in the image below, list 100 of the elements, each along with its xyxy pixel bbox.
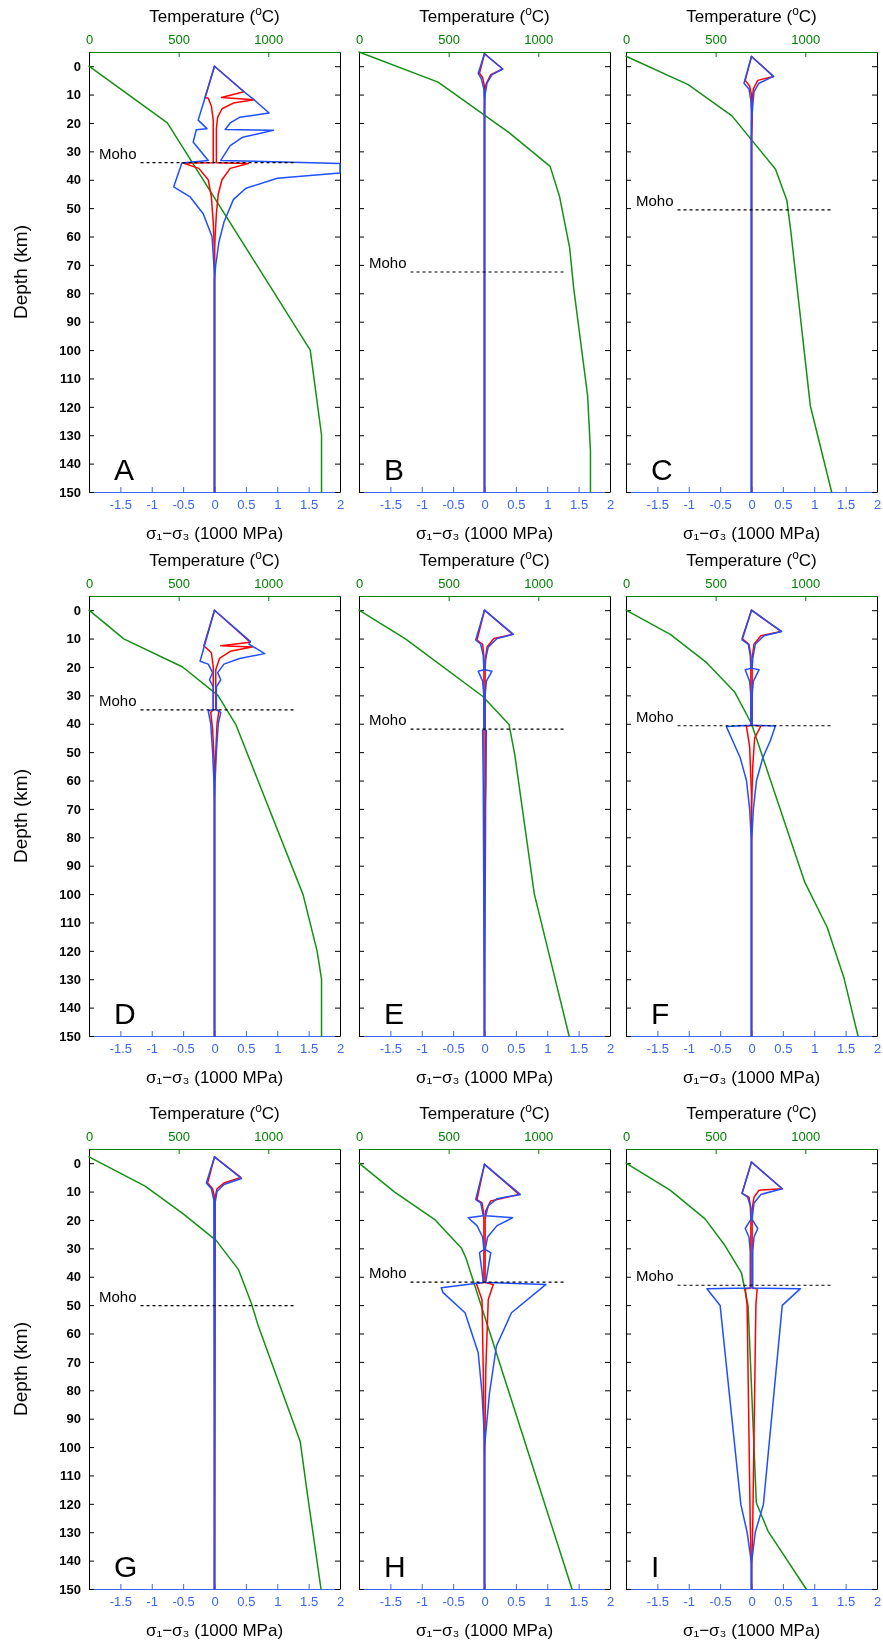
x2-tick-label: 500 bbox=[168, 1129, 190, 1144]
x-tick-label: 1.5 bbox=[570, 497, 589, 513]
annotation: D bbox=[114, 997, 136, 1030]
x2-tick-label: 0 bbox=[355, 32, 364, 47]
x-tick-label: -1 bbox=[146, 497, 159, 513]
x-tick-label: 1 bbox=[544, 1594, 552, 1610]
y-axis-title: Depth (km) bbox=[10, 769, 31, 863]
x-tick-label: 1 bbox=[811, 1041, 819, 1057]
y-axis-title: Depth (km) bbox=[10, 1322, 31, 1416]
x-tick-label: -1.5 bbox=[646, 1594, 670, 1610]
annotation: F bbox=[651, 997, 670, 1030]
ref-line-label: Moho bbox=[99, 144, 137, 162]
x2-tick-label: 0 bbox=[85, 576, 94, 591]
y-tick-label: 110 bbox=[60, 915, 81, 931]
x-tick-label: 2 bbox=[606, 1041, 615, 1057]
y-tick-label: 50 bbox=[66, 200, 81, 216]
y-tick-label: 20 bbox=[66, 115, 81, 131]
x-tick-label: 2 bbox=[336, 1594, 345, 1610]
x2-tick-label: 500 bbox=[168, 32, 190, 47]
x2-tick-label: 1000 bbox=[524, 1129, 554, 1144]
ref-line-label: Moho bbox=[636, 1267, 674, 1285]
x-tick-label: -0.5 bbox=[709, 1041, 732, 1057]
x-tick-label: 0.5 bbox=[507, 497, 526, 513]
y-tick-label: 90 bbox=[66, 314, 81, 330]
y-tick-label: 100 bbox=[59, 886, 81, 902]
x-tick-label: -0.5 bbox=[442, 497, 465, 513]
annotation: A bbox=[114, 453, 135, 486]
x2-axis-title: Temperature ($^{o}$C) bbox=[149, 1101, 280, 1123]
x2-tick-label: 500 bbox=[438, 32, 460, 47]
x2-axis-title: Temperature ($^{o}$C) bbox=[686, 548, 817, 570]
x-tick-label: 2 bbox=[873, 1594, 882, 1610]
annotation: E bbox=[384, 997, 405, 1030]
y-tick-label: 100 bbox=[59, 1439, 81, 1455]
y-tick-label: 60 bbox=[66, 1326, 81, 1342]
x-axis-title: σ₁−σ₃ (1000 MPa) bbox=[145, 1621, 284, 1640]
x-tick-label: -0.5 bbox=[442, 1041, 465, 1057]
x2-tick-label: 500 bbox=[705, 1129, 727, 1144]
annotation: C bbox=[651, 453, 673, 486]
x-tick-label: 1.5 bbox=[300, 1041, 319, 1057]
x-tick-label: -1 bbox=[683, 1594, 696, 1610]
x-tick-label: -0.5 bbox=[172, 1041, 195, 1057]
y-tick-label: 120 bbox=[59, 1496, 81, 1512]
x-tick-label: 1 bbox=[274, 497, 282, 513]
y-tick-label: 40 bbox=[66, 172, 81, 188]
x-tick-label: -1 bbox=[146, 1594, 159, 1610]
x-tick-label: 0.5 bbox=[507, 1041, 526, 1057]
y-tick-label: 30 bbox=[66, 688, 81, 704]
x2-axis-title: Temperature ($^{o}$C) bbox=[419, 1101, 550, 1123]
x2-tick-label: 500 bbox=[438, 1129, 460, 1144]
x2-axis-title: Temperature ($^{o}$C) bbox=[419, 4, 550, 26]
ref-line-label: Moho bbox=[369, 1264, 407, 1282]
x2-tick-label: 0 bbox=[85, 32, 94, 47]
y-tick-label: 0 bbox=[73, 1155, 81, 1171]
x-tick-label: 2 bbox=[606, 1594, 615, 1610]
x-tick-label: 1 bbox=[811, 1594, 819, 1610]
x-tick-label: 0 bbox=[481, 497, 489, 513]
x-tick-label: 2 bbox=[606, 497, 615, 513]
x-tick-label: 1.5 bbox=[570, 1041, 589, 1057]
x-tick-label: 0 bbox=[748, 1594, 756, 1610]
ref-line-label: Moho bbox=[636, 191, 674, 209]
x-tick-label: -1.5 bbox=[646, 1041, 670, 1057]
x-tick-label: -1 bbox=[683, 1041, 696, 1057]
x-tick-label: 0.5 bbox=[774, 1041, 793, 1057]
x2-tick-label: 500 bbox=[438, 576, 460, 591]
x-tick-label: 2 bbox=[336, 1041, 345, 1057]
y-tick-label: 80 bbox=[66, 285, 81, 301]
y-tick-label: 130 bbox=[59, 971, 81, 987]
x2-tick-label: 1000 bbox=[254, 1129, 284, 1144]
y-tick-label: 50 bbox=[66, 1297, 81, 1313]
y-tick-label: 80 bbox=[66, 829, 81, 845]
x-tick-label: -1.5 bbox=[109, 1041, 133, 1057]
y-tick-label: 0 bbox=[73, 58, 81, 74]
annotation: H bbox=[384, 1550, 406, 1583]
x-axis-title: σ₁−σ₃ (1000 MPa) bbox=[145, 524, 284, 543]
x2-tick-label: 1000 bbox=[254, 32, 284, 47]
x-tick-label: 0 bbox=[481, 1041, 489, 1057]
y-tick-label: 70 bbox=[66, 1354, 81, 1370]
y-tick-label: 100 bbox=[59, 342, 81, 358]
x-tick-label: 1 bbox=[811, 497, 819, 513]
x-tick-label: 0.5 bbox=[237, 1041, 256, 1057]
annotation: B bbox=[384, 453, 405, 486]
x2-tick-label: 1000 bbox=[254, 576, 284, 591]
y-tick-label: 140 bbox=[59, 1000, 81, 1016]
x2-tick-label: 1000 bbox=[524, 32, 554, 47]
x2-tick-label: 500 bbox=[705, 576, 727, 591]
x-tick-label: -1 bbox=[416, 497, 429, 513]
x-tick-label: -1 bbox=[146, 1041, 159, 1057]
x-axis-title: σ₁−σ₃ (1000 MPa) bbox=[145, 1068, 284, 1087]
y-tick-label: 140 bbox=[59, 456, 81, 472]
y-tick-label: 120 bbox=[59, 943, 81, 959]
y-tick-label: 60 bbox=[66, 773, 81, 789]
x-tick-label: -1.5 bbox=[379, 497, 403, 513]
x-axis-title: σ₁−σ₃ (1000 MPa) bbox=[415, 1621, 554, 1640]
y-tick-label: 130 bbox=[59, 1524, 81, 1540]
y-tick-label: 40 bbox=[66, 716, 81, 732]
y-axis-title: Depth (km) bbox=[10, 225, 31, 319]
x-axis-title: σ₁−σ₃ (1000 MPa) bbox=[415, 1068, 554, 1087]
x2-tick-label: 0 bbox=[622, 576, 631, 591]
y-tick-label: 60 bbox=[66, 229, 81, 245]
x2-tick-label: 0 bbox=[622, 1129, 631, 1144]
